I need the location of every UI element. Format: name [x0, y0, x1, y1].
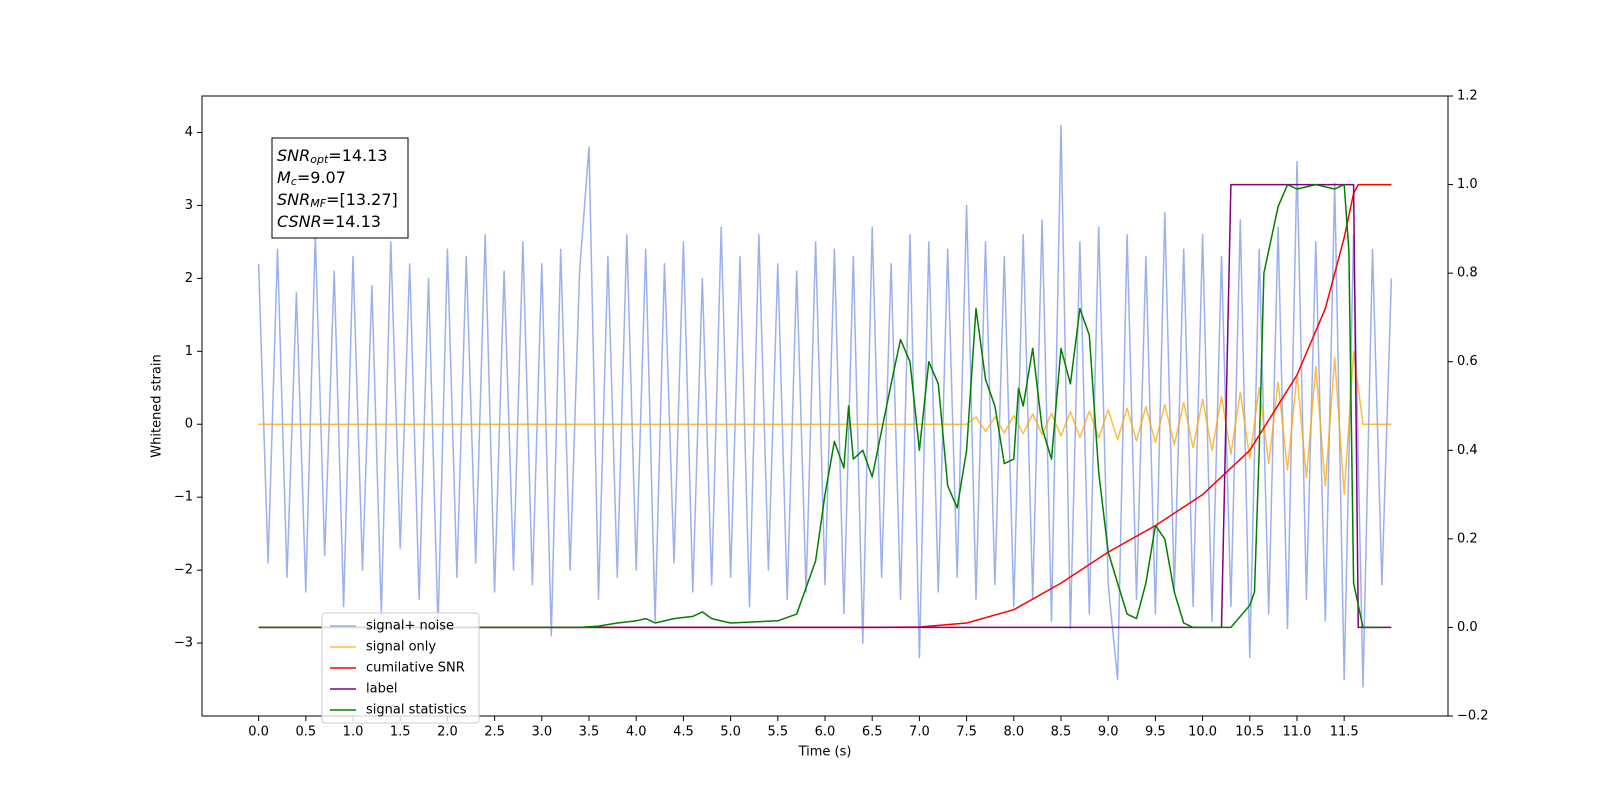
annotation-sub: c	[291, 175, 297, 188]
series-line	[258, 350, 1392, 496]
y-tick-label: 3	[185, 198, 193, 213]
y-tick-label: 4	[185, 125, 193, 140]
x-tick-label: 9.5	[1145, 725, 1166, 740]
legend-label: signal+ noise	[366, 619, 454, 634]
x-tick-label: 2.0	[437, 725, 458, 740]
annotation: SNRopt=14.13	[277, 146, 388, 167]
y2-tick-label: 0.0	[1457, 620, 1478, 635]
legend-label: label	[366, 682, 397, 697]
y2-tick-label: 1.2	[1457, 89, 1478, 104]
x-tick-label: 3.0	[531, 725, 552, 740]
series-line	[257, 124, 1393, 688]
annotation-text: =14.13	[322, 212, 381, 231]
y2-tick-label: 0.8	[1457, 266, 1478, 281]
series-line	[258, 183, 1382, 629]
legend-label: signal statistics	[366, 703, 467, 718]
annotation: Mc=9.07	[277, 168, 346, 189]
x-tick-label: 8.0	[1003, 725, 1024, 740]
y-axis-label: Whitened strain	[150, 354, 165, 457]
y-tick-label: −1	[174, 490, 193, 505]
annotation-text: =[13.27]	[326, 190, 398, 209]
x-tick-label: 6.0	[815, 725, 836, 740]
y2-tick-label: 0.4	[1457, 443, 1478, 458]
x-tick-label: 1.0	[343, 725, 364, 740]
x-tick-label: 5.5	[767, 725, 788, 740]
annotation-text: =9.07	[297, 168, 346, 187]
y2-tick-label: 0.6	[1457, 354, 1478, 369]
annotation-name: SNR	[277, 190, 310, 209]
x-tick-label: 9.0	[1098, 725, 1119, 740]
annotation: CSNR=14.13	[277, 212, 381, 231]
x-axis-label: Time (s)	[798, 745, 852, 760]
x-tick-label: 11.0	[1282, 725, 1311, 740]
legend-label: signal only	[366, 640, 436, 655]
annotation-text: =14.13	[328, 146, 387, 165]
annotation-name: M	[277, 168, 291, 187]
annotation-sub: opt	[310, 153, 329, 166]
x-tick-label: 5.0	[720, 725, 741, 740]
x-tick-label: 8.5	[1051, 725, 1072, 740]
x-tick-label: 2.5	[484, 725, 505, 740]
x-tick-label: 7.0	[909, 725, 930, 740]
legend-label: cumilative SNR	[366, 661, 465, 676]
y-tick-label: −2	[174, 563, 193, 578]
y-tick-label: 1	[185, 344, 193, 359]
legend-box	[321, 612, 480, 724]
annotation-box	[271, 137, 409, 239]
y2-tick-label: 0.2	[1457, 531, 1478, 546]
x-tick-label: 4.5	[673, 725, 694, 740]
x-tick-label: 6.5	[862, 725, 883, 740]
y2-tick-label: 1.0	[1457, 177, 1478, 192]
x-tick-label: 11.5	[1330, 725, 1359, 740]
annotation-name: CSNR	[277, 212, 322, 231]
x-tick-label: 1.5	[390, 725, 411, 740]
y2-tick-label: −0.2	[1457, 709, 1489, 724]
x-tick-label: 10.5	[1235, 725, 1264, 740]
annotation: SNRMF=[13.27]	[277, 190, 398, 211]
x-tick-label: 0.5	[295, 725, 316, 740]
y-tick-label: 0	[185, 417, 193, 432]
y-tick-label: −3	[174, 636, 193, 651]
x-tick-label: 4.0	[626, 725, 647, 740]
x-tick-label: 10.0	[1188, 725, 1217, 740]
x-tick-label: 7.5	[956, 725, 977, 740]
annotation-sub: MF	[310, 197, 326, 210]
series-line	[258, 183, 1392, 629]
x-tick-label: 0.0	[248, 725, 269, 740]
y-tick-label: 2	[185, 271, 193, 286]
annotation-name: SNR	[277, 146, 310, 165]
x-tick-label: 3.5	[579, 725, 600, 740]
